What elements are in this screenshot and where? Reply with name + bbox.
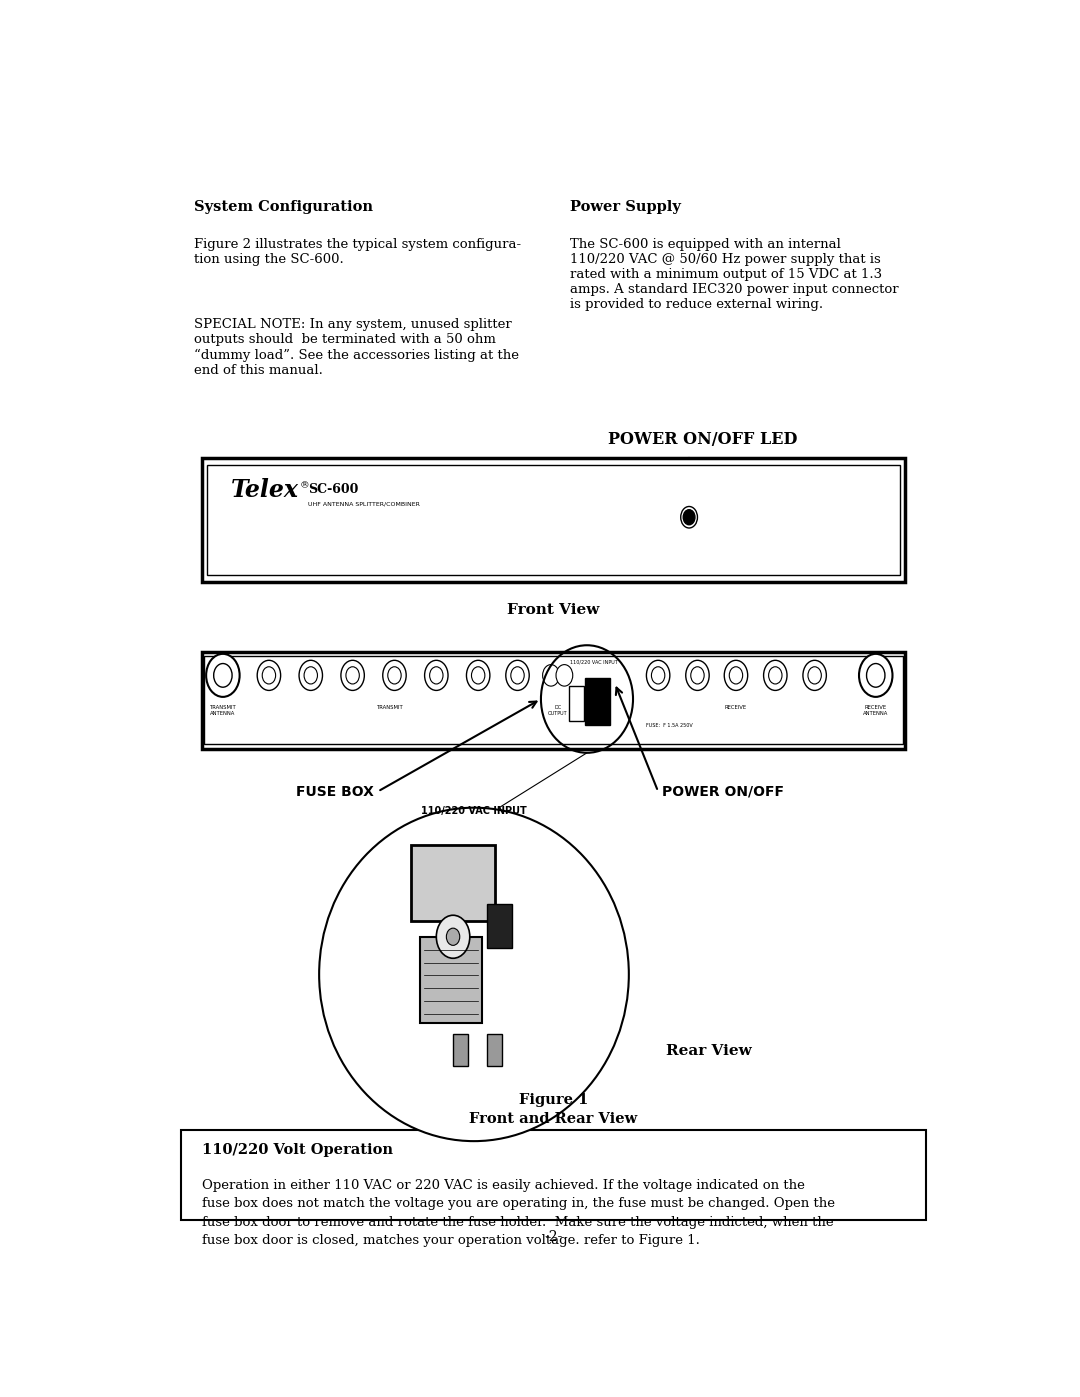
Circle shape	[341, 661, 364, 690]
Circle shape	[305, 666, 318, 685]
Circle shape	[299, 661, 323, 690]
Text: The SC-600 is equipped with an internal
110/220 VAC @ 50/60 Hz power supply that: The SC-600 is equipped with an internal …	[570, 237, 899, 310]
Text: RECEIVE: RECEIVE	[725, 705, 747, 711]
Circle shape	[684, 510, 694, 525]
Circle shape	[542, 665, 559, 686]
Circle shape	[505, 661, 529, 690]
Ellipse shape	[320, 807, 629, 1141]
Bar	[486, 904, 512, 947]
Circle shape	[808, 666, 822, 685]
Bar	[202, 651, 905, 749]
Text: UHF ANTENNA SPLITTER/COMBINER: UHF ANTENNA SPLITTER/COMBINER	[308, 502, 420, 507]
Text: FUSE:  F 1.5A 250V: FUSE: F 1.5A 250V	[646, 722, 692, 728]
Circle shape	[446, 928, 460, 946]
Bar	[411, 845, 495, 921]
Text: POWER ON/OFF: POWER ON/OFF	[662, 785, 784, 799]
Circle shape	[764, 661, 787, 690]
Bar	[486, 1034, 501, 1066]
Circle shape	[802, 661, 826, 690]
Circle shape	[729, 666, 743, 685]
Bar	[204, 657, 903, 745]
Bar	[207, 465, 900, 576]
Text: SPECIAL NOTE: In any system, unused splitter
outputs should  be terminated with : SPECIAL NOTE: In any system, unused spli…	[193, 319, 518, 377]
Circle shape	[859, 654, 892, 697]
Circle shape	[769, 666, 782, 685]
Text: POWER ON/OFF LED: POWER ON/OFF LED	[608, 432, 797, 448]
Circle shape	[691, 666, 704, 685]
Text: Figure 2 illustrates the typical system configura-
tion using the SC-600.: Figure 2 illustrates the typical system …	[193, 237, 521, 265]
Text: 110/220 VAC INPUT: 110/220 VAC INPUT	[421, 806, 527, 816]
Text: SC-600: SC-600	[308, 483, 359, 496]
Bar	[202, 458, 905, 581]
Circle shape	[206, 654, 240, 697]
Text: Front and Rear View: Front and Rear View	[470, 1112, 637, 1126]
Circle shape	[511, 666, 524, 685]
Text: 110/220 Volt Operation: 110/220 Volt Operation	[202, 1143, 393, 1157]
Circle shape	[382, 661, 406, 690]
Circle shape	[214, 664, 232, 687]
Circle shape	[725, 661, 747, 690]
Circle shape	[424, 661, 448, 690]
Circle shape	[651, 666, 665, 685]
Text: TRANSMIT: TRANSMIT	[377, 705, 404, 711]
Text: -2-: -2-	[544, 1231, 563, 1245]
Text: Front View: Front View	[508, 604, 599, 617]
Text: RECEIVE
ANTENNA: RECEIVE ANTENNA	[863, 705, 889, 717]
Text: Operation in either 110 VAC or 220 VAC is easily achieved. If the voltage indica: Operation in either 110 VAC or 220 VAC i…	[202, 1179, 835, 1248]
Bar	[568, 686, 583, 721]
Circle shape	[556, 665, 572, 686]
Bar	[420, 937, 483, 1023]
Circle shape	[262, 666, 275, 685]
Circle shape	[467, 661, 490, 690]
Text: DC
OUTPUT: DC OUTPUT	[548, 705, 567, 717]
Text: Power Supply: Power Supply	[570, 200, 681, 214]
Circle shape	[686, 661, 710, 690]
Text: ®: ®	[300, 482, 310, 490]
Bar	[454, 1034, 468, 1066]
Text: 110/220 VAC INPUT: 110/220 VAC INPUT	[570, 659, 618, 665]
Bar	[585, 678, 610, 725]
Text: Telex: Telex	[231, 478, 299, 503]
Circle shape	[866, 664, 885, 687]
Circle shape	[430, 666, 443, 685]
Text: Figure 1: Figure 1	[518, 1092, 589, 1106]
Text: Rear View: Rear View	[666, 1045, 753, 1059]
Bar	[181, 1130, 926, 1220]
Circle shape	[472, 666, 485, 685]
Circle shape	[346, 666, 360, 685]
Circle shape	[388, 666, 401, 685]
Text: FUSE BOX: FUSE BOX	[296, 785, 374, 799]
Text: TRANSMIT
ANTENNA: TRANSMIT ANTENNA	[210, 705, 237, 717]
Text: System Configuration: System Configuration	[193, 200, 373, 214]
Circle shape	[647, 661, 670, 690]
Circle shape	[436, 915, 470, 958]
Circle shape	[257, 661, 281, 690]
